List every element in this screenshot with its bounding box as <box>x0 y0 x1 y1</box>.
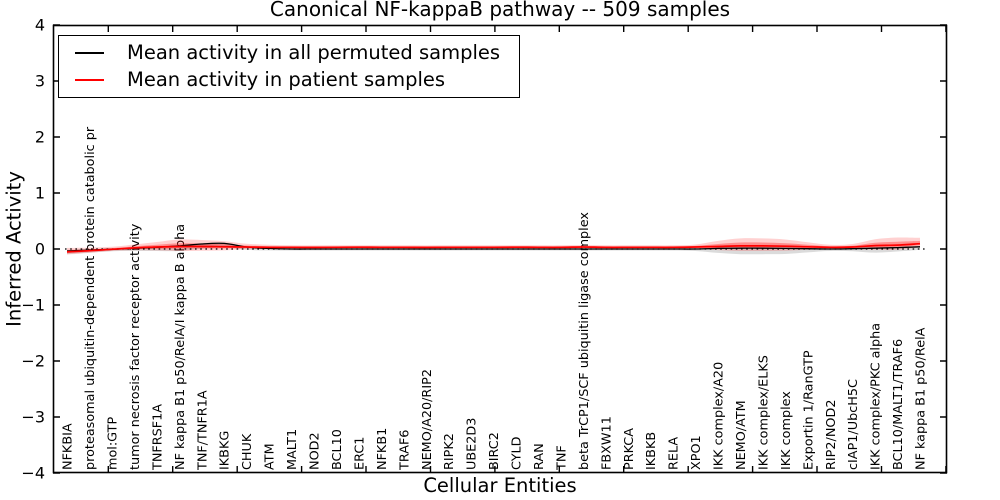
x-category-label: NEMO/A20/RIP2 <box>420 369 435 470</box>
y-tick-label: 4 <box>35 16 45 35</box>
x-category-label: NEMO/ATM <box>734 400 749 470</box>
y-tick-label: −3 <box>21 408 45 427</box>
y-tick-label: 3 <box>35 72 45 91</box>
x-category-label: NF kappa B1 p50/RelA <box>914 327 929 470</box>
x-axis-label: Cellular Entities <box>423 474 577 497</box>
x-category-label: NOD2 <box>308 432 323 470</box>
patient-mean-line <box>66 242 921 253</box>
x-category-label: ERC1 <box>352 437 367 470</box>
legend-item-permuted: Mean activity in all permuted samples <box>75 43 519 63</box>
y-tick-label: −2 <box>21 352 45 371</box>
x-category-label: RAN <box>532 443 547 470</box>
legend-label-patient: Mean activity in patient samples <box>127 68 446 92</box>
x-category-label: TNFRSF1A <box>150 404 165 471</box>
x-category-label: mol:GTP <box>106 417 121 470</box>
x-category-label: tumor necrosis factor receptor activity <box>128 223 143 470</box>
x-category-label: IKK complex/ELKS <box>757 355 772 470</box>
x-category-label: IKK complex/A20 <box>712 362 727 470</box>
x-category-label: UBE2D3 <box>465 418 480 470</box>
x-category-label: PRKCA <box>622 428 637 470</box>
x-category-label: XPO1 <box>689 435 704 470</box>
y-tick-label: 1 <box>35 184 45 203</box>
x-category-label: TNF/TNFR1A <box>195 390 210 471</box>
x-category-label: Exportin 1/RanGTP <box>801 350 816 470</box>
patient-distribution-band-outer <box>67 237 920 255</box>
x-category-label: ATM <box>263 443 278 470</box>
x-category-label: NFKB1 <box>375 428 390 470</box>
x-category-label: cIAP1/UbcH5C <box>846 379 861 470</box>
chart-title: Canonical NF-kappaB pathway -- 509 sampl… <box>269 0 731 21</box>
y-tick-label: −4 <box>21 464 45 483</box>
x-category-label: BCL10 <box>330 429 345 470</box>
x-category-label: proteasomal ubiquitin-dependent protein … <box>83 126 98 470</box>
x-category-label: CHUK <box>240 433 255 470</box>
x-category-label: IKBKB <box>644 432 659 470</box>
x-category-label: MALT1 <box>285 429 300 470</box>
y-axis-label: Inferred Activity <box>2 171 26 327</box>
x-category-label: NFKBIA <box>61 423 76 470</box>
legend: Mean activity in all permuted samples Me… <box>58 35 520 98</box>
legend-line-permuted-icon <box>75 52 104 55</box>
x-category-label: IKK complex <box>779 391 794 470</box>
x-category-label: RIP2/NOD2 <box>824 400 839 470</box>
y-tick-label: 2 <box>35 128 45 147</box>
permuted-mean-line <box>66 242 921 252</box>
x-category-label: BCL10/MALT1/TRAF6 <box>891 339 906 470</box>
y-tick-label: 0 <box>35 240 45 259</box>
x-category-label: beta TrCP1/SCF ubiquitin ligase complex <box>577 212 592 470</box>
x-category-label: RELA <box>667 437 682 470</box>
legend-item-patient: Mean activity in patient samples <box>75 70 519 90</box>
legend-label-permuted: Mean activity in all permuted samples <box>127 41 501 65</box>
y-tick-label: −1 <box>21 296 45 315</box>
x-category-label: FBXW11 <box>599 416 614 470</box>
x-category-label: NF kappa B1 p50/RelA/I kappa B alpha <box>173 224 188 470</box>
x-category-label: RIPK2 <box>442 433 457 470</box>
x-category-label: IKBKG <box>218 431 233 470</box>
legend-line-patient-icon <box>75 78 104 81</box>
x-category-label: IKK complex/PKC alpha <box>869 323 884 470</box>
x-category-label: TNF <box>554 445 569 471</box>
x-category-label: TRAF6 <box>397 430 412 471</box>
x-category-label: BIRC2 <box>487 432 502 470</box>
x-category-label: CYLD <box>510 436 525 470</box>
